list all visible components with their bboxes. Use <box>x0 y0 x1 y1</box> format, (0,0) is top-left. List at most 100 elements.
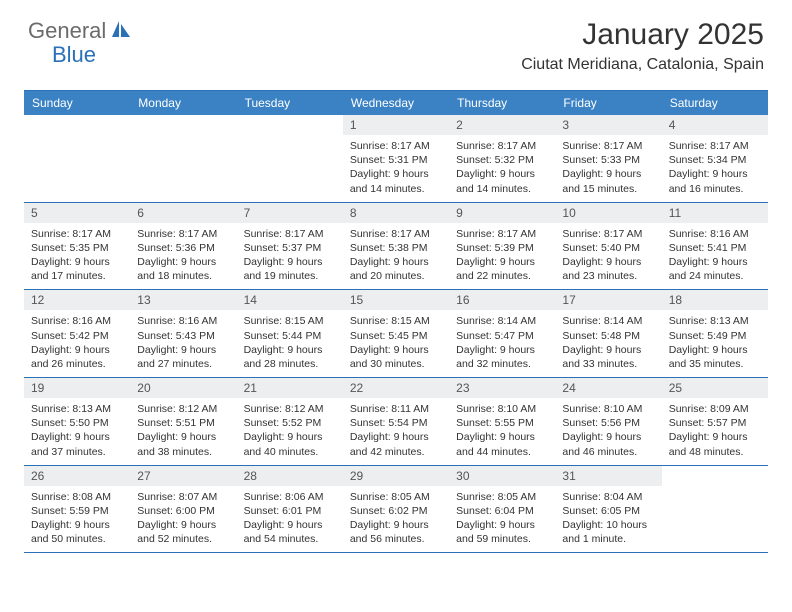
day-number: 10 <box>555 203 661 223</box>
calendar-cell: 9Sunrise: 8:17 AMSunset: 5:39 PMDaylight… <box>449 203 555 290</box>
day-header: Friday <box>555 91 661 115</box>
calendar-cell: 31Sunrise: 8:04 AMSunset: 6:05 PMDayligh… <box>555 466 661 553</box>
cell-body: Sunrise: 8:17 AMSunset: 5:32 PMDaylight:… <box>449 137 555 202</box>
day-number: 29 <box>343 466 449 486</box>
day-number: 18 <box>662 290 768 310</box>
calendar-cell: 7Sunrise: 8:17 AMSunset: 5:37 PMDaylight… <box>237 203 343 290</box>
day-number: 27 <box>130 466 236 486</box>
cell-body: Sunrise: 8:16 AMSunset: 5:43 PMDaylight:… <box>130 312 236 377</box>
day-number: 1 <box>343 115 449 135</box>
cell-body: Sunrise: 8:12 AMSunset: 5:51 PMDaylight:… <box>130 400 236 465</box>
calendar-cell: 12Sunrise: 8:16 AMSunset: 5:42 PMDayligh… <box>24 290 130 377</box>
cell-body: Sunrise: 8:04 AMSunset: 6:05 PMDaylight:… <box>555 488 661 553</box>
calendar-cell: 21Sunrise: 8:12 AMSunset: 5:52 PMDayligh… <box>237 378 343 465</box>
day-number: 16 <box>449 290 555 310</box>
cell-body: Sunrise: 8:09 AMSunset: 5:57 PMDaylight:… <box>662 400 768 465</box>
calendar-cell: 1Sunrise: 8:17 AMSunset: 5:31 PMDaylight… <box>343 115 449 202</box>
day-header: Thursday <box>449 91 555 115</box>
calendar-cell: 26Sunrise: 8:08 AMSunset: 5:59 PMDayligh… <box>24 466 130 553</box>
cell-body: Sunrise: 8:17 AMSunset: 5:35 PMDaylight:… <box>24 225 130 290</box>
calendar-cell: 27Sunrise: 8:07 AMSunset: 6:00 PMDayligh… <box>130 466 236 553</box>
week-row: 19Sunrise: 8:13 AMSunset: 5:50 PMDayligh… <box>24 378 768 466</box>
day-number: 19 <box>24 378 130 398</box>
day-number: 3 <box>555 115 661 135</box>
cell-body: Sunrise: 8:17 AMSunset: 5:33 PMDaylight:… <box>555 137 661 202</box>
day-header: Monday <box>130 91 236 115</box>
calendar-cell: 14Sunrise: 8:15 AMSunset: 5:44 PMDayligh… <box>237 290 343 377</box>
day-number: 23 <box>449 378 555 398</box>
cell-body: Sunrise: 8:06 AMSunset: 6:01 PMDaylight:… <box>237 488 343 553</box>
cell-body: Sunrise: 8:16 AMSunset: 5:42 PMDaylight:… <box>24 312 130 377</box>
day-number: 8 <box>343 203 449 223</box>
day-number: 28 <box>237 466 343 486</box>
weeks: 1Sunrise: 8:17 AMSunset: 5:31 PMDaylight… <box>24 115 768 553</box>
cell-body: Sunrise: 8:05 AMSunset: 6:02 PMDaylight:… <box>343 488 449 553</box>
day-number: 14 <box>237 290 343 310</box>
calendar-cell: 13Sunrise: 8:16 AMSunset: 5:43 PMDayligh… <box>130 290 236 377</box>
logo: General Blue <box>28 18 132 44</box>
cell-body: Sunrise: 8:16 AMSunset: 5:41 PMDaylight:… <box>662 225 768 290</box>
week-row: 5Sunrise: 8:17 AMSunset: 5:35 PMDaylight… <box>24 203 768 291</box>
day-number: 9 <box>449 203 555 223</box>
day-header: Saturday <box>662 91 768 115</box>
cell-body: Sunrise: 8:15 AMSunset: 5:45 PMDaylight:… <box>343 312 449 377</box>
day-number: 31 <box>555 466 661 486</box>
cell-body: Sunrise: 8:17 AMSunset: 5:40 PMDaylight:… <box>555 225 661 290</box>
calendar-cell: 20Sunrise: 8:12 AMSunset: 5:51 PMDayligh… <box>130 378 236 465</box>
day-header: Wednesday <box>343 91 449 115</box>
calendar-cell: 23Sunrise: 8:10 AMSunset: 5:55 PMDayligh… <box>449 378 555 465</box>
calendar-cell: 11Sunrise: 8:16 AMSunset: 5:41 PMDayligh… <box>662 203 768 290</box>
week-row: 12Sunrise: 8:16 AMSunset: 5:42 PMDayligh… <box>24 290 768 378</box>
location: Ciutat Meridiana, Catalonia, Spain <box>521 56 764 74</box>
day-number: 5 <box>24 203 130 223</box>
day-header: Tuesday <box>237 91 343 115</box>
day-headers: SundayMondayTuesdayWednesdayThursdayFrid… <box>24 91 768 115</box>
calendar-cell: 29Sunrise: 8:05 AMSunset: 6:02 PMDayligh… <box>343 466 449 553</box>
calendar-cell: 30Sunrise: 8:05 AMSunset: 6:04 PMDayligh… <box>449 466 555 553</box>
cell-body: Sunrise: 8:12 AMSunset: 5:52 PMDaylight:… <box>237 400 343 465</box>
day-number: 13 <box>130 290 236 310</box>
calendar-cell: 6Sunrise: 8:17 AMSunset: 5:36 PMDaylight… <box>130 203 236 290</box>
cell-body: Sunrise: 8:15 AMSunset: 5:44 PMDaylight:… <box>237 312 343 377</box>
cell-body: Sunrise: 8:17 AMSunset: 5:31 PMDaylight:… <box>343 137 449 202</box>
cell-body: Sunrise: 8:14 AMSunset: 5:48 PMDaylight:… <box>555 312 661 377</box>
day-header: Sunday <box>24 91 130 115</box>
calendar-cell: 16Sunrise: 8:14 AMSunset: 5:47 PMDayligh… <box>449 290 555 377</box>
calendar-cell <box>662 466 768 553</box>
day-number: 15 <box>343 290 449 310</box>
cell-body: Sunrise: 8:17 AMSunset: 5:39 PMDaylight:… <box>449 225 555 290</box>
day-number: 26 <box>24 466 130 486</box>
day-number: 21 <box>237 378 343 398</box>
logo-word2: Blue <box>52 42 96 68</box>
cell-body: Sunrise: 8:11 AMSunset: 5:54 PMDaylight:… <box>343 400 449 465</box>
cell-body: Sunrise: 8:14 AMSunset: 5:47 PMDaylight:… <box>449 312 555 377</box>
day-number: 24 <box>555 378 661 398</box>
calendar-cell: 18Sunrise: 8:13 AMSunset: 5:49 PMDayligh… <box>662 290 768 377</box>
cell-body: Sunrise: 8:07 AMSunset: 6:00 PMDaylight:… <box>130 488 236 553</box>
calendar-cell: 19Sunrise: 8:13 AMSunset: 5:50 PMDayligh… <box>24 378 130 465</box>
calendar-cell: 25Sunrise: 8:09 AMSunset: 5:57 PMDayligh… <box>662 378 768 465</box>
cell-body: Sunrise: 8:13 AMSunset: 5:49 PMDaylight:… <box>662 312 768 377</box>
cell-body: Sunrise: 8:17 AMSunset: 5:36 PMDaylight:… <box>130 225 236 290</box>
day-number: 22 <box>343 378 449 398</box>
day-number: 6 <box>130 203 236 223</box>
calendar-cell: 15Sunrise: 8:15 AMSunset: 5:45 PMDayligh… <box>343 290 449 377</box>
calendar-cell: 3Sunrise: 8:17 AMSunset: 5:33 PMDaylight… <box>555 115 661 202</box>
calendar-cell: 10Sunrise: 8:17 AMSunset: 5:40 PMDayligh… <box>555 203 661 290</box>
title-block: January 2025 Ciutat Meridiana, Catalonia… <box>521 18 764 74</box>
cell-body: Sunrise: 8:17 AMSunset: 5:38 PMDaylight:… <box>343 225 449 290</box>
cell-body: Sunrise: 8:17 AMSunset: 5:34 PMDaylight:… <box>662 137 768 202</box>
calendar-cell <box>24 115 130 202</box>
calendar-cell: 24Sunrise: 8:10 AMSunset: 5:56 PMDayligh… <box>555 378 661 465</box>
header: General Blue January 2025 Ciutat Meridia… <box>0 0 792 80</box>
calendar-cell <box>130 115 236 202</box>
week-row: 1Sunrise: 8:17 AMSunset: 5:31 PMDaylight… <box>24 115 768 203</box>
day-number: 17 <box>555 290 661 310</box>
month-title: January 2025 <box>521 18 764 52</box>
calendar: SundayMondayTuesdayWednesdayThursdayFrid… <box>24 90 768 553</box>
day-number: 20 <box>130 378 236 398</box>
logo-sail-icon <box>110 19 132 44</box>
calendar-cell: 28Sunrise: 8:06 AMSunset: 6:01 PMDayligh… <box>237 466 343 553</box>
calendar-cell <box>237 115 343 202</box>
cell-body: Sunrise: 8:17 AMSunset: 5:37 PMDaylight:… <box>237 225 343 290</box>
